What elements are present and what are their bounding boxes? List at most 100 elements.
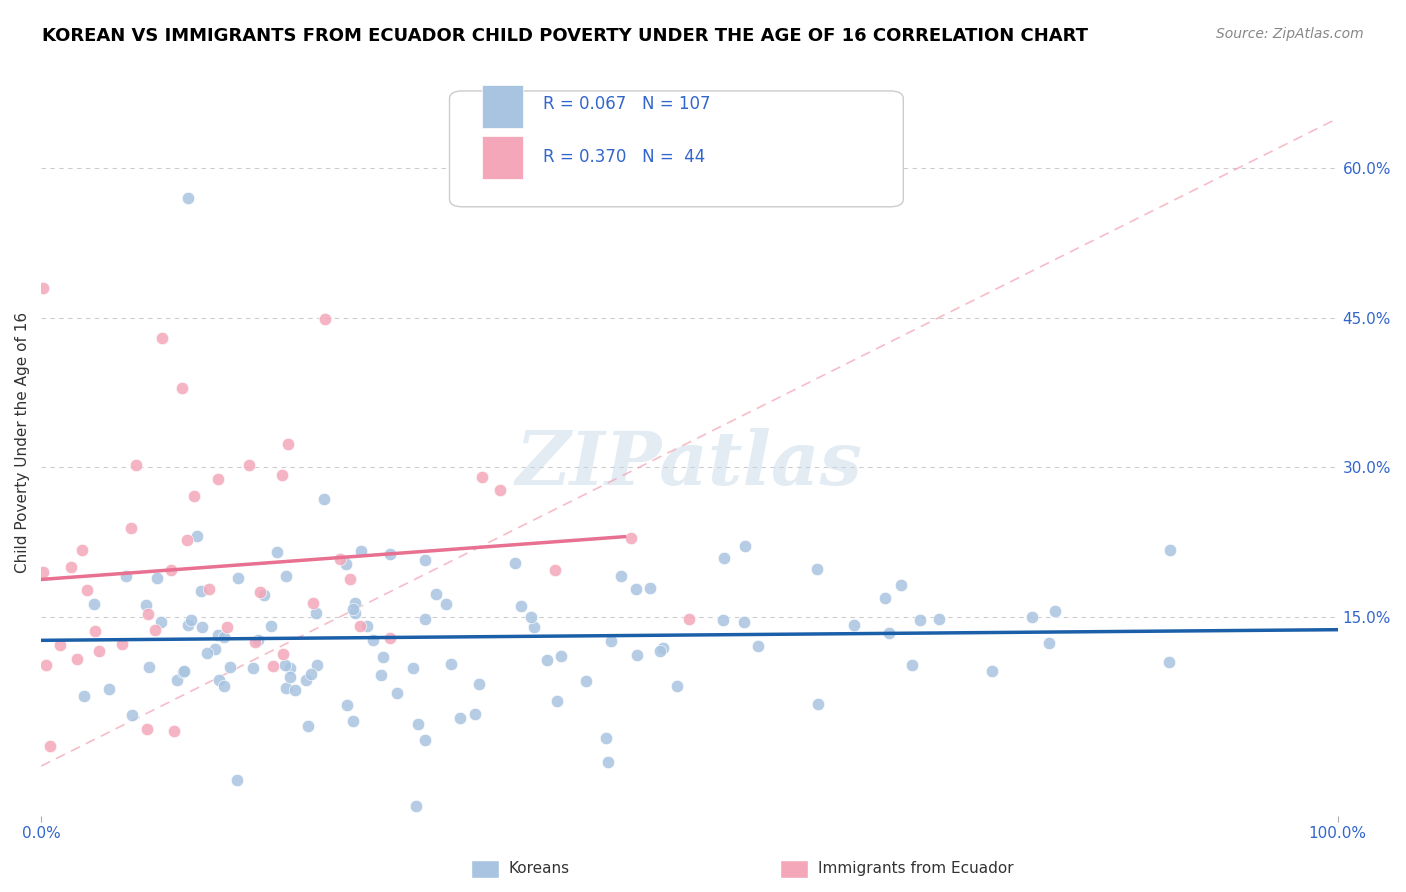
Point	[387, 686, 409, 700]
Point	[890, 578, 912, 592]
Point	[378, 631, 401, 645]
Point	[425, 587, 447, 601]
Point	[138, 659, 160, 673]
Point	[1043, 604, 1066, 618]
Point	[177, 617, 200, 632]
Point	[284, 682, 307, 697]
Point	[274, 681, 297, 695]
Text: KOREAN VS IMMIGRANTS FROM ECUADOR CHILD POVERTY UNDER THE AGE OF 16 CORRELATION : KOREAN VS IMMIGRANTS FROM ECUADOR CHILD …	[42, 27, 1088, 45]
Point	[980, 665, 1002, 679]
Point	[713, 550, 735, 565]
Point	[207, 472, 229, 486]
Point	[550, 649, 572, 664]
Point	[135, 599, 157, 613]
Point	[31, 281, 53, 295]
Point	[266, 545, 288, 559]
Point	[734, 539, 756, 553]
Point	[1021, 610, 1043, 624]
Text: Koreans: Koreans	[509, 862, 569, 876]
Point	[136, 723, 159, 737]
Point	[274, 569, 297, 583]
Point	[212, 679, 235, 693]
Point	[626, 648, 648, 662]
Point	[278, 670, 301, 684]
Point	[121, 708, 143, 723]
FancyBboxPatch shape	[482, 85, 523, 128]
Point	[678, 612, 700, 626]
Point	[415, 553, 437, 567]
Point	[434, 597, 457, 611]
Point	[405, 799, 427, 814]
Text: R = 0.067   N = 107: R = 0.067 N = 107	[543, 95, 710, 113]
Point	[599, 634, 621, 648]
Point	[111, 637, 134, 651]
Point	[39, 739, 62, 753]
Point	[349, 618, 371, 632]
Point	[610, 569, 633, 583]
Point	[928, 612, 950, 626]
Point	[173, 664, 195, 678]
Point	[371, 649, 394, 664]
Point	[523, 620, 546, 634]
Point	[807, 697, 830, 711]
Point	[440, 657, 463, 672]
Point	[246, 633, 269, 648]
Point	[72, 543, 94, 558]
Point	[207, 628, 229, 642]
Point	[624, 582, 647, 596]
Point	[806, 561, 828, 575]
Point	[260, 619, 283, 633]
Point	[342, 602, 364, 616]
Point	[652, 640, 675, 655]
Point	[844, 618, 866, 632]
Point	[249, 584, 271, 599]
Point	[115, 569, 138, 583]
Point	[301, 596, 323, 610]
Point	[620, 531, 643, 545]
Point	[489, 483, 512, 497]
Point	[873, 591, 896, 605]
Point	[83, 598, 105, 612]
Point	[305, 606, 328, 620]
Point	[226, 570, 249, 584]
Y-axis label: Child Poverty Under the Age of 16: Child Poverty Under the Age of 16	[15, 311, 30, 573]
Point	[503, 556, 526, 570]
Point	[125, 458, 148, 472]
Point	[270, 468, 292, 483]
Point	[195, 646, 218, 660]
Point	[35, 658, 58, 673]
Point	[1159, 543, 1181, 558]
Point	[536, 653, 558, 667]
Point	[510, 599, 533, 614]
Point	[406, 716, 429, 731]
Point	[329, 551, 352, 566]
Point	[336, 698, 359, 713]
Point	[159, 563, 181, 577]
Point	[198, 582, 221, 596]
Point	[73, 689, 96, 703]
Point	[575, 673, 598, 688]
Point	[243, 635, 266, 649]
Point	[238, 458, 260, 472]
Point	[225, 772, 247, 787]
Point	[595, 731, 617, 746]
Point	[183, 489, 205, 503]
Point	[314, 311, 336, 326]
Point	[350, 544, 373, 558]
Point	[84, 624, 107, 638]
Point	[242, 660, 264, 674]
FancyBboxPatch shape	[482, 136, 523, 179]
Point	[76, 582, 98, 597]
Point	[879, 626, 901, 640]
Point	[149, 615, 172, 629]
Point	[544, 563, 567, 577]
Point	[546, 694, 568, 708]
Text: Immigrants from Ecuador: Immigrants from Ecuador	[818, 862, 1014, 876]
Point	[253, 588, 276, 602]
Point	[120, 521, 142, 535]
Point	[176, 533, 198, 547]
Point	[87, 643, 110, 657]
Point	[449, 711, 471, 725]
Point	[176, 191, 198, 205]
Point	[343, 595, 366, 609]
